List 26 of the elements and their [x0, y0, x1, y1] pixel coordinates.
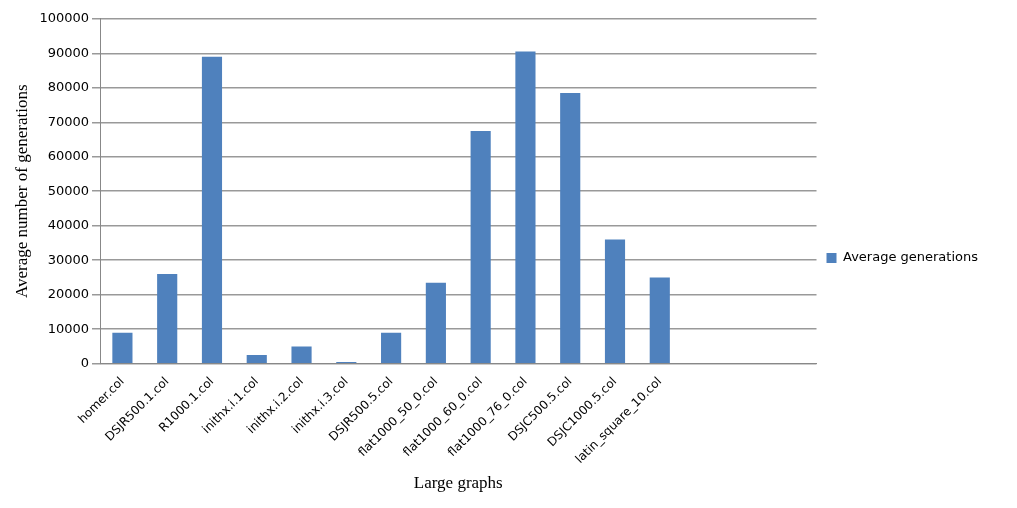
bar [470, 130, 491, 363]
y-tick-label: 40000 [47, 217, 90, 233]
bar [157, 274, 178, 363]
y-tick-label: 70000 [47, 113, 90, 129]
bar [515, 51, 536, 363]
legend-label: Average generations [843, 249, 979, 265]
bar [381, 332, 402, 363]
y-tick-label: 0 [80, 355, 90, 371]
y-axis-title: Average number of generations [11, 84, 31, 299]
y-tick-label: 80000 [47, 79, 90, 95]
y-tick-label: 60000 [47, 148, 90, 164]
bar [246, 355, 267, 363]
y-tick-label: 20000 [47, 286, 90, 302]
bar [201, 56, 223, 363]
bar [604, 239, 626, 363]
y-tick-label: 10000 [47, 320, 90, 336]
y-tick-label: 30000 [47, 251, 90, 267]
y-tick-label: 100000 [39, 10, 90, 26]
x-axis-title: Large graphs [413, 473, 503, 493]
bar [425, 282, 446, 363]
bar [649, 277, 670, 363]
bar [560, 92, 581, 363]
bar [291, 346, 312, 363]
y-tick-label: 50000 [47, 182, 90, 198]
y-tick-label: 90000 [47, 44, 90, 60]
bar [112, 332, 133, 363]
